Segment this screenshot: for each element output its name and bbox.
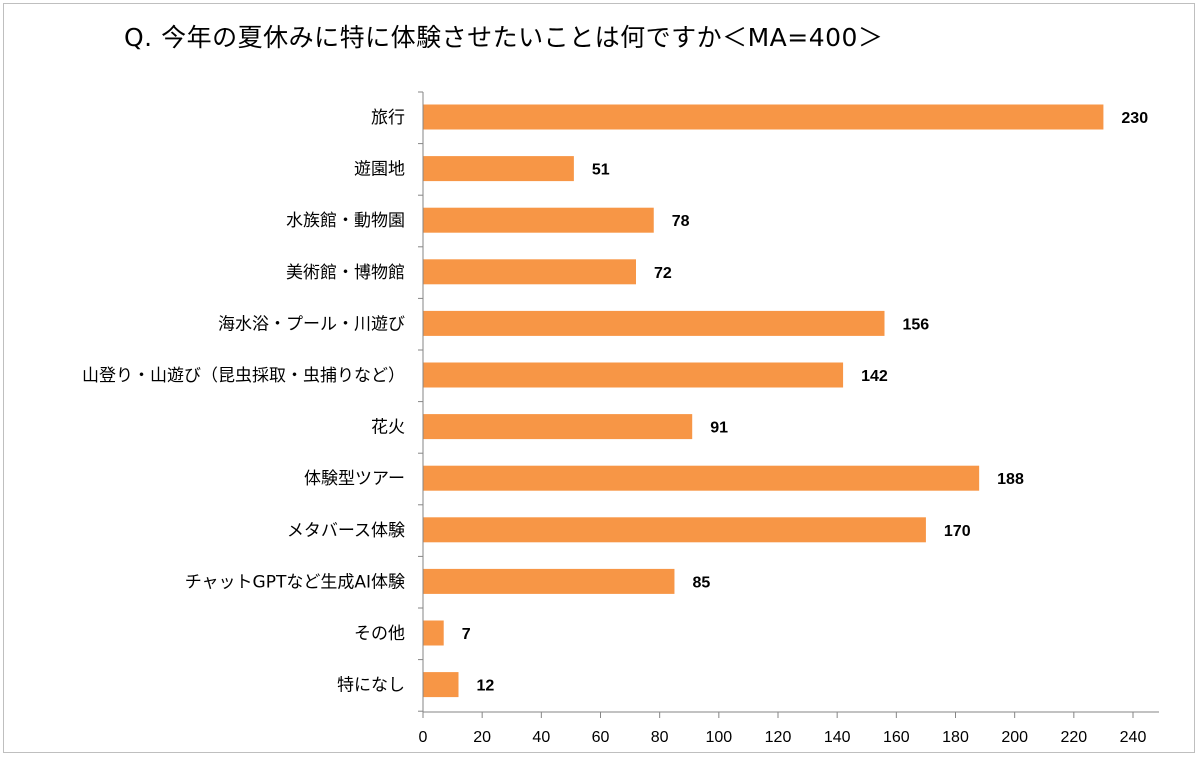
bar	[423, 568, 675, 594]
x-tick-label: 80	[651, 729, 669, 746]
category-label: 体験型ツアー	[304, 469, 405, 489]
bar	[423, 310, 885, 336]
data-label: 7	[462, 626, 471, 643]
x-tick-label: 40	[532, 729, 550, 746]
data-label: 142	[861, 368, 888, 385]
data-label: 156	[903, 316, 930, 333]
bar	[423, 517, 926, 543]
category-label: メタバース体験	[287, 521, 405, 541]
category-label: 海水浴・プール・川遊び	[218, 314, 405, 334]
x-tick-label: 100	[705, 729, 732, 746]
x-tick-label: 240	[1120, 729, 1147, 746]
category-label: 旅行	[371, 108, 405, 128]
x-tick-label: 60	[592, 729, 610, 746]
x-tick-label: 140	[824, 729, 851, 746]
x-tick-label: 120	[765, 729, 792, 746]
bar	[423, 207, 654, 233]
category-label: 特になし	[337, 676, 405, 696]
bar	[423, 156, 574, 182]
category-label: 水族館・動物園	[286, 211, 405, 231]
data-label: 170	[944, 523, 971, 540]
data-label: 230	[1121, 110, 1148, 127]
data-label: 85	[692, 574, 710, 591]
bar	[423, 465, 980, 491]
x-tick-label: 220	[1060, 729, 1087, 746]
bar	[423, 414, 693, 440]
x-tick-label: 0	[419, 729, 428, 746]
category-label: チャットGPTなど生成AI体験	[185, 572, 405, 592]
bar	[423, 672, 459, 698]
data-label: 78	[672, 213, 690, 230]
data-label: 72	[654, 265, 672, 282]
x-tick-label: 20	[473, 729, 491, 746]
data-label: 51	[592, 162, 610, 179]
category-label: 山登り・山遊び（昆虫採取・虫捕りなど）	[82, 366, 405, 386]
category-label: その他	[354, 624, 405, 644]
bar	[423, 104, 1104, 130]
x-tick-label: 180	[942, 729, 969, 746]
data-label: 188	[997, 471, 1024, 488]
category-label: 花火	[371, 418, 405, 438]
x-tick-label: 200	[1001, 729, 1028, 746]
chart-title: Q. 今年の夏休みに特に体験させたいことは何ですか＜MA=400＞	[124, 23, 884, 52]
data-label: 91	[710, 420, 728, 437]
bar	[423, 620, 444, 646]
bar	[423, 362, 844, 388]
x-tick-label: 160	[883, 729, 910, 746]
category-label: 美術館・博物館	[286, 263, 405, 283]
bar	[423, 259, 636, 285]
category-label: 遊園地	[354, 160, 405, 180]
data-label: 12	[477, 678, 495, 695]
